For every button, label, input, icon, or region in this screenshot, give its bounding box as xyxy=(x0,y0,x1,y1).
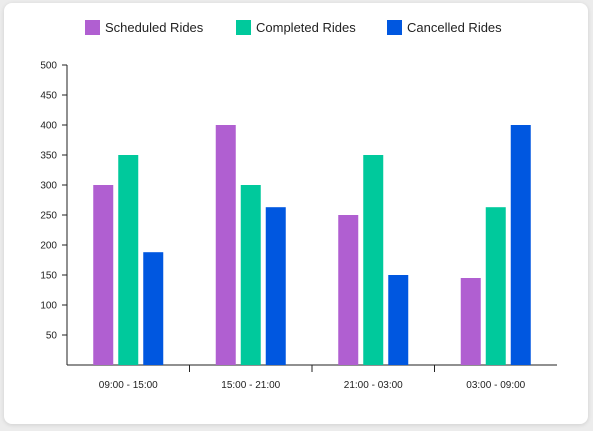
y-tick-label: 350 xyxy=(40,151,57,162)
y-tick-label: 500 xyxy=(40,61,57,72)
legend-label-completed-rides: Completed Rides xyxy=(256,20,356,35)
x-ticks: 09:00 - 15:00 15:00 - 21:00 21:00 - 03:00 0… xyxy=(99,365,526,391)
bar-scheduled-rides-03-00-09-00 xyxy=(460,278,481,365)
y-tick-label: 400 xyxy=(40,121,57,132)
legend-swatch-scheduled-rides xyxy=(85,20,100,35)
bars xyxy=(93,125,531,365)
x-tick-label: 21:00 - 03:00 xyxy=(344,380,403,391)
legend-swatch-completed-rides xyxy=(236,20,251,35)
x-tick-label: 09:00 - 15:00 xyxy=(99,380,158,391)
y-ticks: 50 100 150 200 250 300 350 400 450 500 xyxy=(40,61,67,342)
y-tick-label: 100 xyxy=(40,301,57,312)
y-tick-label: 200 xyxy=(40,241,57,252)
axes xyxy=(66,65,557,366)
x-tick-label: 03:00 - 09:00 xyxy=(466,380,525,391)
x-tick-label: 15:00 - 21:00 xyxy=(221,380,280,391)
bar-completed-rides-09-00-15-00 xyxy=(118,155,139,365)
legend-swatch-cancelled-rides xyxy=(387,20,402,35)
bar-cancelled-rides-03-00-09-00 xyxy=(510,125,531,365)
bar-cancelled-rides-15-00-21-00 xyxy=(265,207,286,365)
bar-scheduled-rides-09-00-15-00 xyxy=(93,185,114,365)
bar-completed-rides-21-00-03-00 xyxy=(363,155,384,365)
bar-completed-rides-15-00-21-00 xyxy=(240,185,261,365)
bar-scheduled-rides-21-00-03-00 xyxy=(338,215,359,365)
bar-scheduled-rides-15-00-21-00 xyxy=(215,125,236,365)
legend-label-cancelled-rides: Cancelled Rides xyxy=(407,20,502,35)
bar-cancelled-rides-09-00-15-00 xyxy=(143,252,164,365)
bar-completed-rides-03-00-09-00 xyxy=(485,207,506,365)
y-tick-label: 150 xyxy=(40,271,57,282)
bar-cancelled-rides-21-00-03-00 xyxy=(388,275,409,365)
y-tick-label: 300 xyxy=(40,181,57,192)
legend-label-scheduled-rides: Scheduled Rides xyxy=(105,20,204,35)
y-tick-label: 250 xyxy=(40,211,57,222)
y-tick-label: 450 xyxy=(40,91,57,102)
legend: Scheduled Rides Completed Rides Cancelled … xyxy=(85,20,502,35)
y-tick-label: 50 xyxy=(46,331,58,342)
